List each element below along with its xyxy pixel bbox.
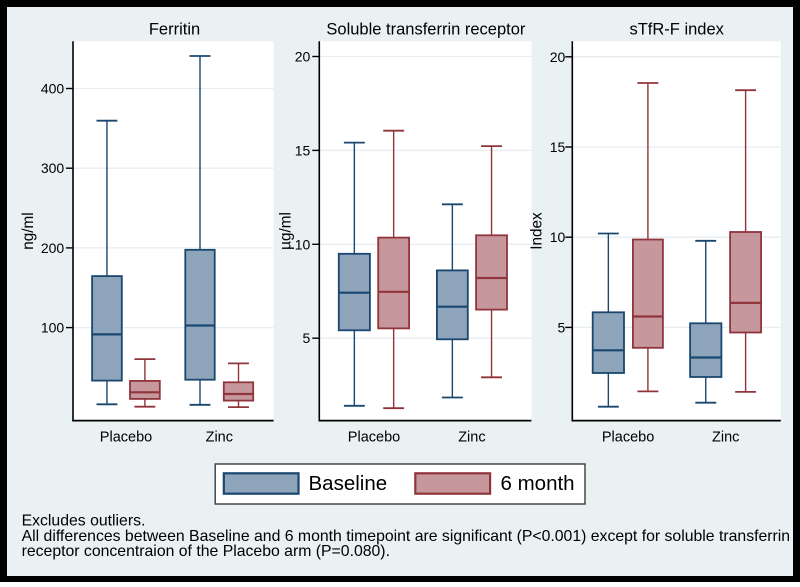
svg-text:5: 5	[303, 330, 311, 346]
svg-text:Ferritin: Ferritin	[149, 21, 200, 39]
svg-text:20: 20	[550, 49, 566, 65]
svg-text:Placebo: Placebo	[602, 430, 654, 446]
svg-text:sTfR-F index: sTfR-F index	[629, 21, 724, 39]
svg-text:Placebo: Placebo	[348, 430, 400, 446]
svg-text:Excludes outliers.: Excludes outliers.	[22, 512, 146, 529]
svg-text:5: 5	[558, 319, 566, 335]
svg-text:10: 10	[550, 229, 566, 245]
svg-text:receptor concentraion of the P: receptor concentraion of the Placebo arm…	[22, 543, 390, 560]
svg-text:Index: Index	[529, 212, 546, 250]
svg-text:Baseline: Baseline	[309, 472, 388, 495]
svg-text:20: 20	[295, 49, 311, 65]
svg-text:Soluble transferrin receptor: Soluble transferrin receptor	[326, 21, 526, 39]
svg-text:All differences between Baseli: All differences between Baseline and 6 m…	[22, 528, 791, 545]
svg-text:10: 10	[295, 236, 311, 252]
svg-text:Zinc: Zinc	[206, 430, 233, 446]
svg-text:Zinc: Zinc	[712, 430, 739, 446]
svg-text:15: 15	[550, 139, 566, 155]
svg-text:200: 200	[41, 240, 65, 256]
svg-text:400: 400	[41, 81, 65, 97]
svg-text:15: 15	[295, 142, 311, 158]
svg-text:Placebo: Placebo	[100, 430, 152, 446]
svg-text:ng/ml: ng/ml	[20, 212, 37, 249]
svg-text:6 month: 6 month	[501, 472, 575, 495]
svg-text:100: 100	[41, 320, 65, 336]
svg-text:300: 300	[41, 160, 65, 176]
svg-text:Zinc: Zinc	[458, 430, 485, 446]
svg-text:µg/ml: µg/ml	[278, 212, 295, 250]
